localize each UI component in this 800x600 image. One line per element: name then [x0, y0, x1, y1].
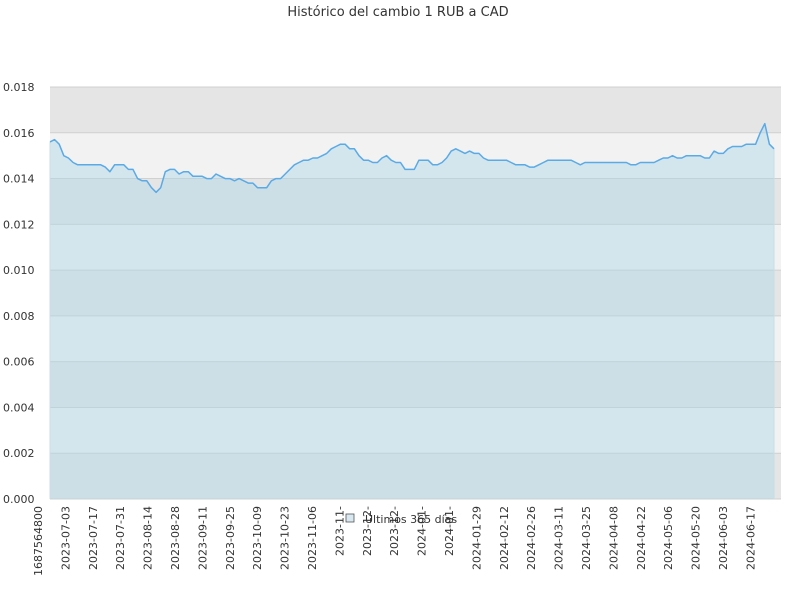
x-tick-label: 2024-05-06	[662, 506, 675, 570]
y-tick-label: 0.018	[3, 81, 35, 94]
x-tick-label: 2024-04-22	[635, 506, 648, 570]
grid-band	[50, 407, 781, 454]
x-tick-label: 2024-01-	[416, 506, 429, 556]
y-tick-label: 0.010	[3, 264, 35, 277]
y-tick-label: 0.012	[3, 218, 35, 231]
grid-band	[50, 132, 781, 179]
x-tick-label: 2024-02-12	[498, 506, 511, 570]
background-bands	[50, 87, 781, 499]
y-tick-label: 0.004	[3, 401, 35, 414]
x-tick-label: 2024-05-20	[690, 506, 703, 570]
x-tick-label: 2024-03-11	[553, 506, 566, 570]
x-tick-label: 2023-07-31	[114, 506, 127, 570]
chart-title: Histórico del cambio 1 RUB a CAD	[287, 5, 508, 20]
series-line	[49, 122, 775, 194]
x-tick-label: 1687564800	[32, 506, 45, 576]
y-tick-label: 0.008	[3, 310, 35, 323]
grid-lines	[50, 86, 781, 500]
legend-swatch[interactable]	[345, 513, 355, 523]
grid-band	[50, 361, 781, 408]
grid-band	[50, 224, 781, 271]
x-tick-label: 2023-09-25	[224, 506, 237, 570]
y-tick-label: 0.016	[3, 127, 35, 140]
grid-band	[50, 453, 781, 499]
grid-band	[50, 178, 781, 225]
x-tick-label: 2023-07-17	[87, 506, 100, 570]
x-tick-label: 2024-02-26	[525, 506, 538, 570]
x-tick-label: 2023-08-14	[142, 506, 155, 570]
grid-band	[50, 270, 781, 316]
y-tick-label: 0.014	[3, 173, 35, 186]
y-tick-label: 0.006	[3, 356, 35, 369]
x-tick-label: 2023-07-03	[59, 506, 72, 570]
x-tick-label: 2023-08-28	[169, 506, 182, 570]
x-tick-label: 2023-10-09	[251, 506, 264, 570]
y-tick-label: 0.000	[3, 493, 35, 506]
legend-label[interactable]: Últimos 365 días	[365, 513, 457, 526]
x-tick-label: 2023-11-	[333, 506, 346, 556]
y-axis-ticks: 0.000 0.002 0.004 0.006 0.008 0.010 0.012 0.014…	[3, 81, 35, 506]
grid-band	[50, 87, 781, 133]
x-tick-label: 2024-06-03	[717, 506, 730, 570]
x-tick-label: 2023-09-11	[196, 506, 209, 570]
x-tick-label: 2024-06-17	[744, 506, 757, 570]
x-tick-label: 2024-04-08	[607, 506, 620, 570]
x-tick-label: 2023-11-06	[306, 506, 319, 570]
series-fill	[50, 123, 774, 499]
legend[interactable]: Últimos 365 días	[345, 513, 457, 526]
y-tick-label: 0.002	[3, 447, 35, 460]
x-tick-label: 2024-03-25	[580, 506, 593, 570]
x-tick-label: 2023-12-	[388, 506, 401, 556]
x-tick-label: 2024-01-29	[470, 506, 483, 570]
x-tick-label: 2023-10-23	[279, 506, 292, 570]
series-area	[49, 122, 775, 499]
x-axis-ticks: 1687564800 2023-07-03 2023-07-17 2023-07-31…	[32, 506, 757, 576]
grid-band	[50, 315, 781, 362]
x-tick-label: 2024-01-	[443, 506, 456, 556]
x-tick-label: 2023-12-	[361, 506, 374, 556]
